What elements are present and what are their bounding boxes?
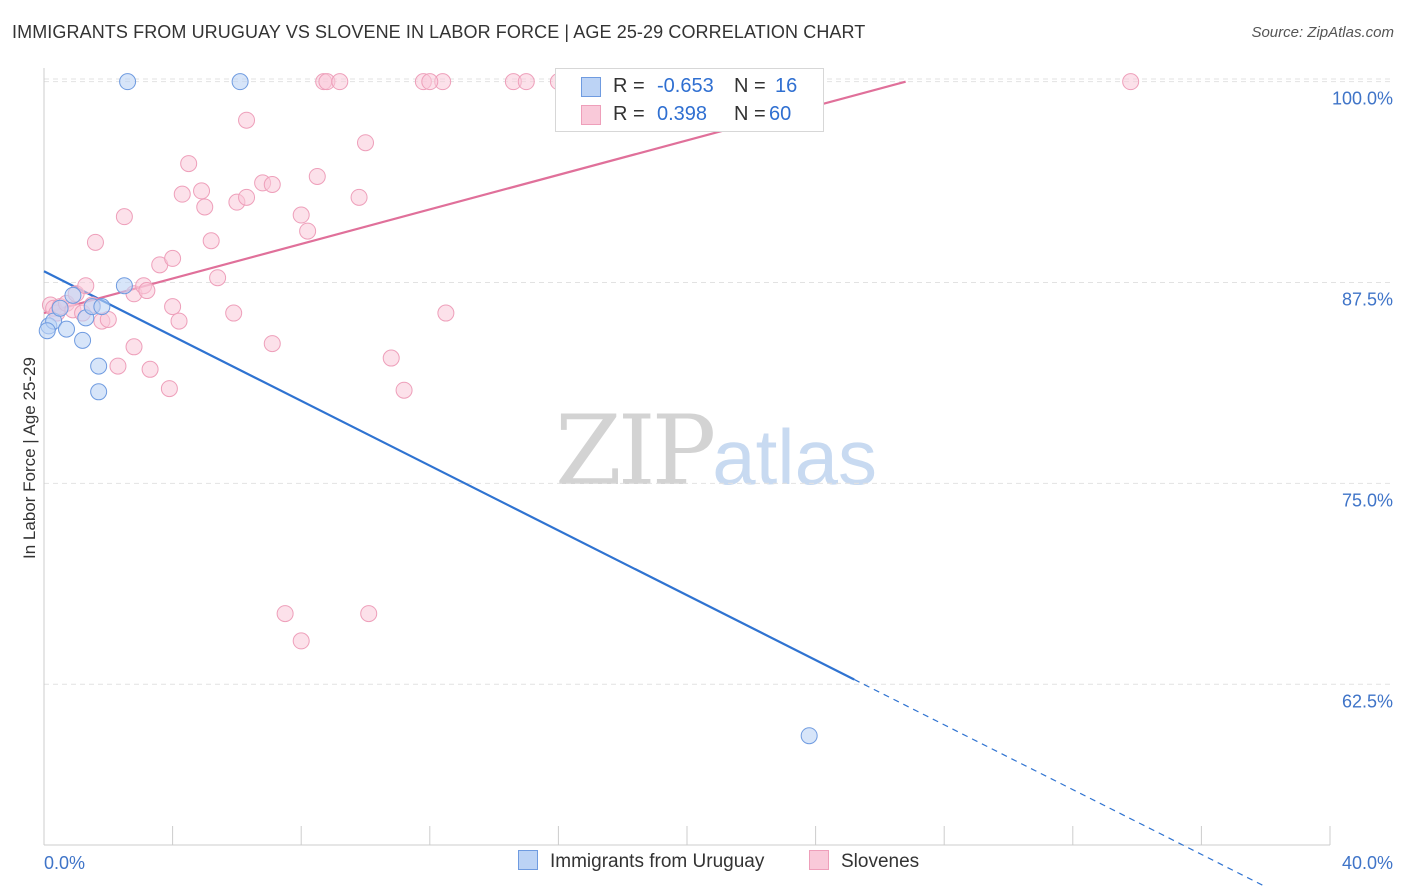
legend-row-uruguay: R = -0.653 N = 16 [556,72,823,102]
point-uruguay [51,299,69,317]
point-uruguay [119,73,137,91]
trend-line-uruguay [43,270,855,681]
point-slovenes [395,381,413,399]
point-slovenes [238,188,256,206]
point-slovenes [77,277,95,295]
point-uruguay [74,331,92,349]
point-slovenes [125,338,143,356]
point-slovenes [238,111,256,129]
stats-legend: R = -0.653 N = 16 R = 0.398 N = 60 [555,68,824,132]
point-uruguay [93,298,111,316]
point-slovenes [263,175,281,193]
point-slovenes [382,349,400,367]
point-uruguay [90,357,108,375]
point-slovenes [225,304,243,322]
legend-swatch-uruguay [581,77,601,97]
legend-item-uruguay: Immigrants from Uruguay [518,850,764,873]
point-slovenes [1122,73,1140,91]
point-slovenes [360,605,378,623]
point-slovenes [109,357,127,375]
point-slovenes [164,298,182,316]
y-tick-label: 100.0% [1332,89,1393,109]
point-slovenes [173,185,191,203]
point-uruguay [64,286,82,304]
legend-r-label: R = [613,75,645,97]
point-uruguay [58,320,76,338]
legend-swatch-slovenes [809,850,829,870]
legend-r-label: R = [613,103,645,125]
grid-lines [44,78,1394,685]
point-slovenes [517,73,535,91]
legend-n-value: 16 [775,75,798,97]
legend-label-uruguay: Immigrants from Uruguay [550,851,765,872]
y-tick-label: 87.5% [1342,290,1393,310]
trend-lines [43,80,1266,888]
point-uruguay [90,383,108,401]
legend-r-value: -0.653 [657,75,714,97]
point-slovenes [141,360,159,378]
point-slovenes [350,188,368,206]
point-slovenes [308,167,326,185]
point-slovenes [180,155,198,173]
point-slovenes [196,198,214,216]
legend-swatch-slovenes [581,105,601,125]
point-slovenes [160,380,178,398]
legend-label-slovenes: Slovenes [841,851,920,872]
point-slovenes [138,282,156,300]
y-tick-label: 75.0% [1342,490,1393,510]
point-slovenes [263,335,281,353]
data-points [38,73,1140,745]
chart-title: IMMIGRANTS FROM URUGUAY VS SLOVENE IN LA… [12,22,866,42]
point-uruguay [115,277,133,295]
legend-r-value: 0.398 [657,103,708,125]
source-credit: Source: ZipAtlas.com [1251,24,1394,41]
point-slovenes [437,304,455,322]
x-tick-label-min: 0.0% [44,853,85,873]
tick-labels: 62.5% 75.0% 87.5% 100.0% 0.0% 40.0% [44,89,1393,873]
legend-swatch-uruguay [518,850,538,870]
legend-n-label: N = [734,75,766,97]
legend-item-slovenes: Slovenes [809,850,919,873]
legend-row-slovenes: R = 0.398 N = 60 [556,100,823,130]
point-slovenes [276,605,294,623]
point-slovenes [170,312,188,330]
legend-n-label: N = [734,103,766,125]
point-slovenes [115,208,133,226]
point-slovenes [299,222,317,240]
point-slovenes [164,249,182,267]
axes [43,68,1331,846]
point-slovenes [331,73,349,91]
point-slovenes [292,206,310,224]
point-uruguay [38,322,56,340]
point-slovenes [86,233,104,251]
point-uruguay [800,727,818,745]
point-slovenes [421,73,439,91]
x-tick-label-max: 40.0% [1342,853,1393,873]
legend-n-value: 60 [769,103,792,125]
y-tick-label: 62.5% [1342,691,1393,711]
point-slovenes [202,232,220,250]
point-slovenes [357,134,374,152]
point-uruguay [231,73,249,91]
point-slovenes [193,182,211,200]
point-slovenes [292,632,310,650]
point-slovenes [209,269,227,287]
